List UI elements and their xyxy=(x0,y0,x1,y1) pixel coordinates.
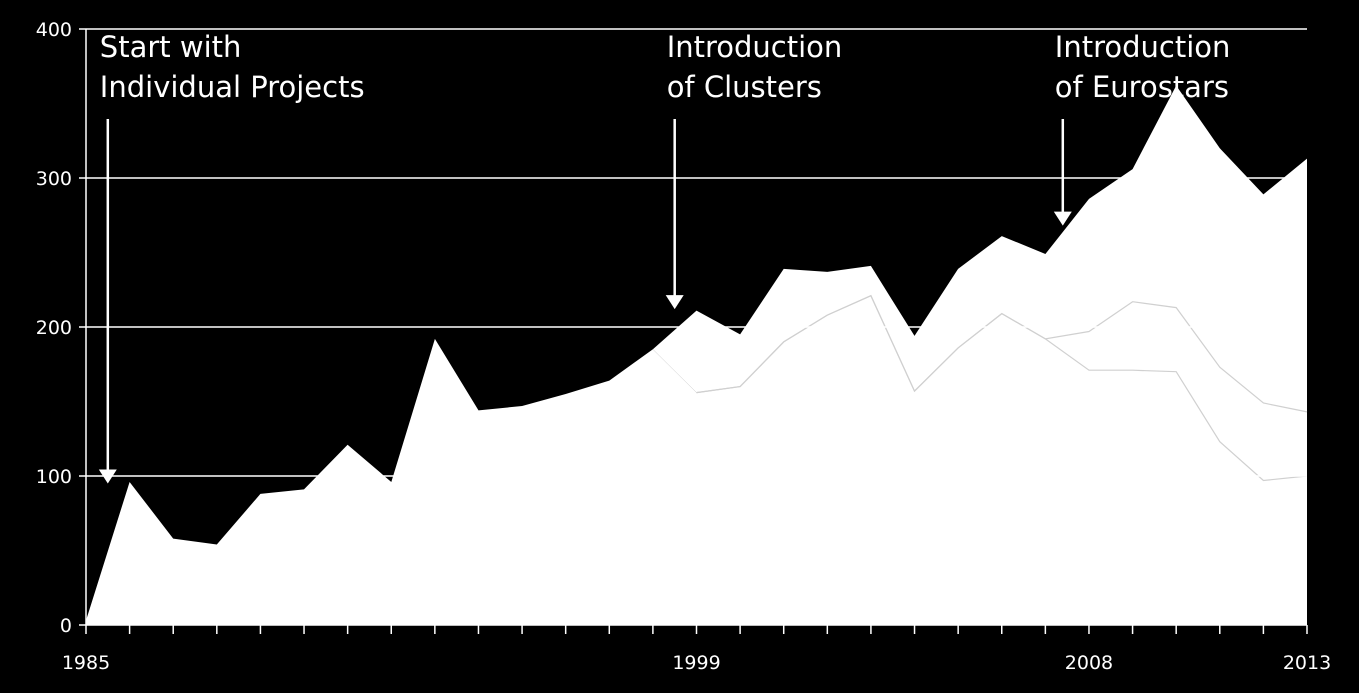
down-arrow-icon xyxy=(98,469,117,484)
axes: 0 100 200 300 400 1985 1999 2008 2013 xyxy=(36,19,1331,674)
series-separators xyxy=(696,294,1308,482)
annotation-text: Start with xyxy=(100,30,242,64)
y-tick-label: 0 xyxy=(60,615,72,637)
separator-line-2 xyxy=(696,294,1308,413)
annotation-1: Start with Individual Projects xyxy=(98,30,365,484)
annotation-3: Introduction of Eurostars xyxy=(1053,30,1231,226)
annotation-text: Individual Projects xyxy=(100,70,365,104)
y-tick-label: 200 xyxy=(36,317,72,339)
y-tick-label: 300 xyxy=(36,168,72,190)
y-tick-label: 100 xyxy=(36,466,72,488)
series-area-1 xyxy=(86,295,1307,625)
x-tick-label: 1999 xyxy=(672,652,720,674)
annotation-text: Introduction xyxy=(667,30,843,64)
annotation-text: of Eurostars xyxy=(1055,70,1229,104)
down-arrow-icon xyxy=(665,295,684,310)
series-area-2 xyxy=(86,295,1307,621)
gridlines xyxy=(86,28,1307,477)
annotation-2: Introduction of Clusters xyxy=(665,30,843,310)
series-areas xyxy=(86,85,1307,625)
x-tick-label: 2013 xyxy=(1283,652,1331,674)
y-tick-label: 400 xyxy=(36,19,72,41)
annotation-text: Introduction xyxy=(1055,30,1231,64)
series-area-3 xyxy=(86,85,1307,621)
annotation-text: of Clusters xyxy=(667,70,822,104)
x-tick-label: 1985 xyxy=(62,652,110,674)
down-arrow-icon xyxy=(1053,211,1072,226)
annotations: Start with Individual Projects Introductio… xyxy=(98,30,1231,484)
x-tick-label: 2008 xyxy=(1065,652,1113,674)
